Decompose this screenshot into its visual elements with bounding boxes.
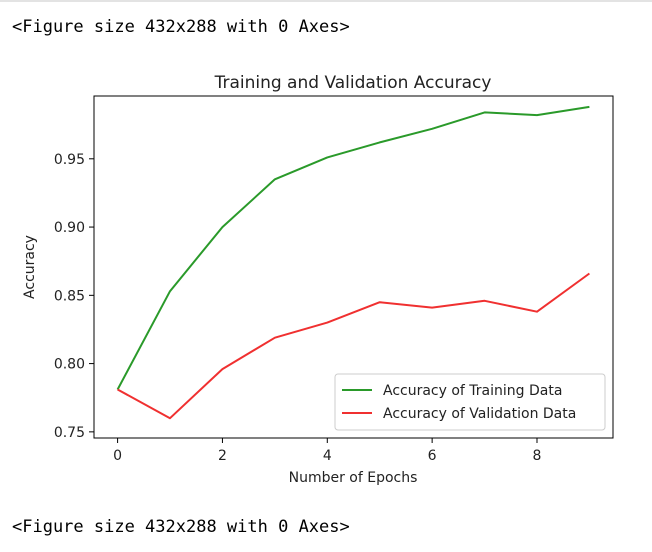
legend-label-training: Accuracy of Training Data bbox=[383, 383, 562, 399]
top-divider bbox=[0, 0, 652, 2]
y-tick-label: 0.80 bbox=[54, 357, 85, 373]
legend: Accuracy of Training Data Accuracy of Va… bbox=[334, 373, 606, 431]
y-tick-label: 0.75 bbox=[54, 425, 85, 441]
x-tick-label: 8 bbox=[533, 448, 542, 464]
axis-ticks: 0 2 4 6 8 0.75 0.80 0.85 0.90 0.95 bbox=[54, 152, 542, 464]
y-axis-label: Accuracy bbox=[22, 235, 38, 299]
figure-size-output-bottom: <Figure size 432x288 with 0 Axes> bbox=[12, 517, 350, 537]
legend-box bbox=[334, 373, 606, 431]
x-axis-label: Number of Epochs bbox=[289, 470, 418, 486]
y-tick-label: 0.95 bbox=[54, 152, 85, 168]
legend-label-validation: Accuracy of Validation Data bbox=[383, 406, 576, 422]
figure-size-output-top: <Figure size 432x288 with 0 Axes> bbox=[12, 17, 350, 37]
chart-title: Training and Validation Accuracy bbox=[214, 73, 492, 93]
axes-frame bbox=[93, 95, 614, 439]
x-tick-label: 6 bbox=[428, 448, 437, 464]
x-tick-label: 0 bbox=[113, 448, 122, 464]
validation-accuracy-line bbox=[117, 272, 590, 420]
y-tick-label: 0.85 bbox=[54, 288, 85, 304]
y-tick-label: 0.90 bbox=[54, 220, 85, 236]
series-lines bbox=[116, 105, 590, 420]
training-accuracy-line bbox=[116, 105, 590, 390]
x-tick-label: 2 bbox=[218, 448, 227, 464]
x-tick-label: 4 bbox=[323, 448, 332, 464]
